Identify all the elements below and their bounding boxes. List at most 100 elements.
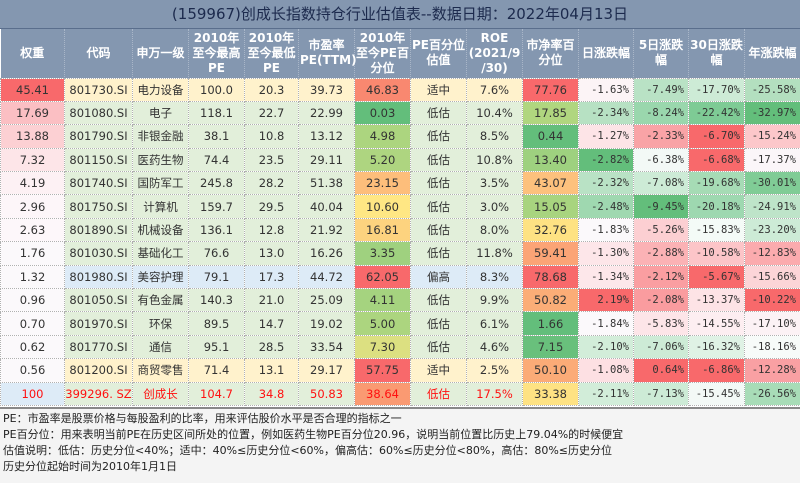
cell-5d-change: -2.12% [633, 264, 689, 290]
cell-roe: 11.8% [466, 241, 523, 266]
table-row[interactable]: 0.62 801770.SI 通信 95.1 28.5 33.54 7.30 低估 4.6% 7.… [0, 334, 800, 360]
cell-year-change: -15.66% [744, 264, 800, 290]
cell-pe-high: 76.6 [188, 241, 245, 266]
cell-30d-change: -6.70% [688, 124, 745, 149]
cell-roe: 7.6% [466, 77, 523, 102]
table-row[interactable]: 4.19 801740.SI 国防军工 245.8 28.2 51.38 23.15 低估 3.… [0, 171, 800, 196]
cell-industry: 电力设备 [132, 77, 189, 102]
cell-daily-change: 2.19% [578, 288, 634, 313]
cell-pe-ttm: 25.09 [298, 288, 355, 313]
cell-year-change: -18.16% [744, 334, 800, 360]
table-row[interactable]: 2.96 801750.SI 计算机 159.7 29.5 40.04 10.60 低估 3.0… [0, 194, 800, 219]
cell-roe: 9.9% [466, 288, 523, 313]
header-pe-percentile[interactable]: 2010年 至今PE百 分位 [354, 29, 411, 78]
header-weight[interactable]: 权重 [0, 29, 65, 78]
cell-daily-change: -1.83% [578, 217, 634, 243]
cell-pe-low: 17.3 [244, 264, 299, 290]
header-pe-ttm[interactable]: 市盈率 PE(TTM) [298, 29, 357, 78]
cell-30d-change: -14.55% [688, 311, 745, 336]
cell-pe-ttm: 16.26 [298, 241, 355, 266]
cell-year-change: -12.28% [744, 358, 800, 383]
cell-year-change: -15.24% [744, 124, 800, 149]
cell-industry: 创成长 [132, 381, 189, 406]
cell-weight: 0.62 [0, 334, 65, 360]
cell-roe: 10.8% [466, 147, 523, 173]
cell-pe-percentile: 38.64 [354, 381, 411, 406]
cell-pe-low: 34.8 [244, 381, 299, 406]
cell-30d-change: -22.42% [688, 100, 745, 126]
cell-pe-valuation: 低估 [410, 100, 467, 126]
cell-industry: 商贸零售 [132, 358, 189, 383]
cell-daily-change: -1.63% [578, 77, 634, 102]
table-row[interactable]: 0.70 801970.SI 环保 89.5 14.7 19.02 5.00 低估 6.1% 1.… [0, 311, 800, 336]
table-row[interactable]: 17.69 801080.SI 电子 118.1 22.7 22.99 0.03 低估 10.4… [0, 100, 800, 126]
cell-roe: 8.5% [466, 124, 523, 149]
cell-code: 801740.SI [64, 171, 133, 196]
table-row[interactable]: 1.32 801980.SI 美容护理 79.1 17.3 44.72 62.05 偏高 8.3… [0, 264, 800, 290]
table-row[interactable]: 2.63 801890.SI 机械设备 136.1 12.8 21.92 16.81 低估 8.… [0, 217, 800, 243]
cell-year-change: -23.20% [744, 217, 800, 243]
cell-pb-percentile: 1.66 [522, 311, 579, 336]
cell-pe-low: 20.3 [244, 77, 299, 102]
header-year-change[interactable]: 年涨跌幅 [744, 29, 800, 78]
cell-pe-low: 28.5 [244, 334, 299, 360]
header-pe-low[interactable]: 2010年 至今最低 PE [244, 29, 299, 78]
cell-pe-percentile: 62.05 [354, 264, 411, 290]
table-row[interactable]: 7.32 801150.SI 医药生物 74.4 23.5 29.11 5.20 低估 10.8… [0, 147, 800, 173]
table-row[interactable]: 100 399296. SZ 创成长 104.7 34.8 50.83 38.64 低估 17.… [0, 381, 800, 406]
cell-pe-ttm: 22.99 [298, 100, 355, 126]
cell-daily-change: -2.48% [578, 194, 634, 219]
header-5d-change[interactable]: 5日涨跌 幅 [633, 29, 689, 78]
cell-pe-high: 79.1 [188, 264, 245, 290]
cell-pb-percentile: 7.15 [522, 334, 579, 360]
cell-pe-low: 21.0 [244, 288, 299, 313]
cell-pe-ttm: 33.54 [298, 334, 355, 360]
cell-pe-low: 28.2 [244, 171, 299, 196]
header-pe-high[interactable]: 2010年 至今最高 PE [188, 29, 245, 78]
table-row[interactable]: 45.41 801730.SI 电力设备 100.0 20.3 39.73 46.83 适中 7… [0, 77, 800, 102]
cell-pe-high: 140.3 [188, 288, 245, 313]
cell-industry: 国防军工 [132, 171, 189, 196]
cell-roe: 8.3% [466, 264, 523, 290]
cell-pe-low: 13.1 [244, 358, 299, 383]
table-row[interactable]: 1.76 801030.SI 基础化工 76.6 13.0 16.26 3.35 低估 11.8… [0, 241, 800, 266]
header-pe-valuation[interactable]: PE百分位 估值 [410, 29, 467, 78]
header-daily-change[interactable]: 日涨跌幅 [578, 29, 634, 78]
table-row[interactable]: 13.88 801790.SI 非银金融 38.1 10.8 13.12 4.98 低估 8.5… [0, 124, 800, 149]
cell-5d-change: 0.64% [633, 358, 689, 383]
cell-5d-change: -5.26% [633, 217, 689, 243]
cell-pe-valuation: 低估 [410, 171, 467, 196]
table-row[interactable]: 0.96 801050.SI 有色金属 140.3 21.0 25.09 4.11 低估 9.9… [0, 288, 800, 313]
cell-pe-valuation: 低估 [410, 241, 467, 266]
table-row[interactable]: 0.56 801200.SI 商贸零售 71.4 13.1 29.17 57.75 适中 2.5… [0, 358, 800, 383]
cell-weight: 2.63 [0, 217, 65, 243]
cell-industry: 基础化工 [132, 241, 189, 266]
cell-pe-valuation: 偏高 [410, 264, 467, 290]
cell-year-change: -17.37% [744, 147, 800, 173]
header-30d-change[interactable]: 30日涨跌 幅 [688, 29, 745, 78]
cell-pe-high: 71.4 [188, 358, 245, 383]
cell-5d-change: -8.24% [633, 100, 689, 126]
cell-code: 801980.SI [64, 264, 133, 290]
header-roe[interactable]: ROE (2021/9 /30) [466, 29, 523, 78]
cell-pe-high: 89.5 [188, 311, 245, 336]
header-pb-percentile[interactable]: 市净率百 分位 [522, 29, 579, 78]
header-industry[interactable]: 申万一级 [132, 29, 189, 78]
cell-5d-change: -9.45% [633, 194, 689, 219]
cell-5d-change: -7.08% [633, 171, 689, 196]
cell-pe-ttm: 19.02 [298, 311, 355, 336]
cell-daily-change: -1.27% [578, 124, 634, 149]
cell-pe-valuation: 低估 [410, 217, 467, 243]
cell-pb-percentile: 77.76 [522, 77, 579, 102]
cell-pb-percentile: 0.44 [522, 124, 579, 149]
cell-pe-valuation: 适中 [410, 77, 467, 102]
cell-weight: 1.32 [0, 264, 65, 290]
header-code[interactable]: 代码 [64, 29, 133, 78]
cell-pe-percentile: 46.83 [354, 77, 411, 102]
cell-daily-change: -1.84% [578, 311, 634, 336]
cell-weight: 2.96 [0, 194, 65, 219]
cell-year-change: -10.22% [744, 288, 800, 313]
cell-pb-percentile: 32.76 [522, 217, 579, 243]
cell-5d-change: -5.83% [633, 311, 689, 336]
cell-roe: 3.0% [466, 194, 523, 219]
